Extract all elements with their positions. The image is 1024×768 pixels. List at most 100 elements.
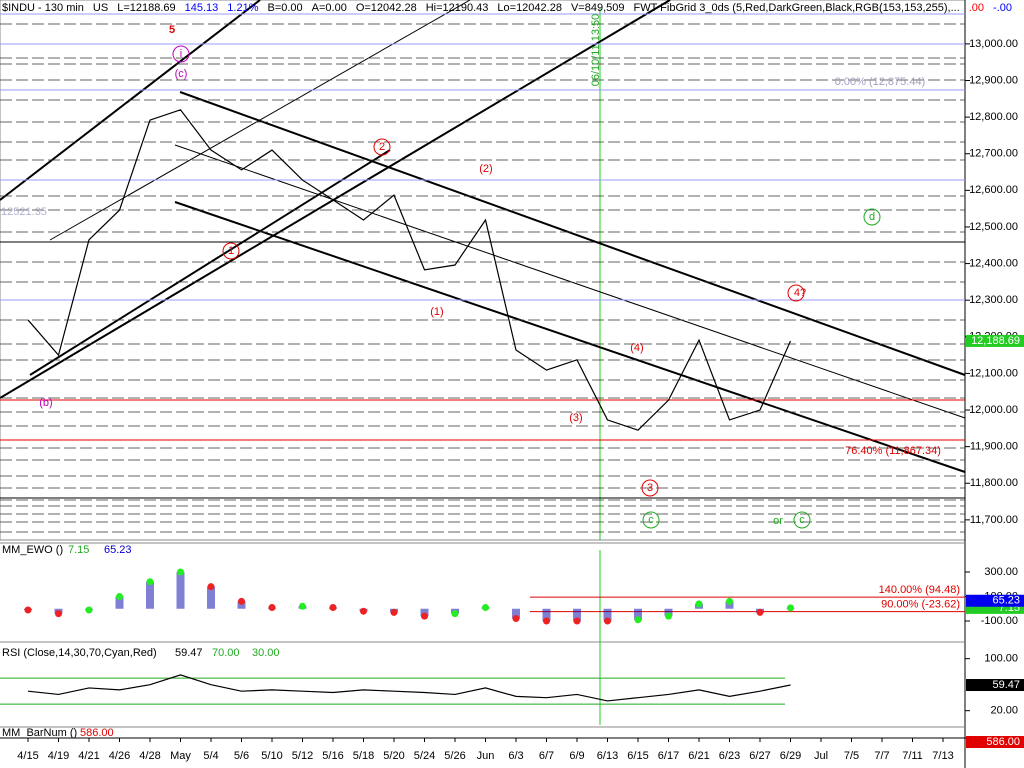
annotation: 2	[379, 141, 385, 153]
x-tick-label: 5/24	[414, 750, 435, 762]
y-tick-label: -100.00	[981, 615, 1018, 627]
x-tick-label: 5/18	[353, 750, 374, 762]
x-tick-label: 5/26	[444, 750, 465, 762]
x-tick-label: 6/27	[749, 750, 770, 762]
level-label: 90.00% (-23.62)	[881, 599, 960, 611]
annotation: 1	[228, 245, 234, 257]
value-box	[966, 594, 1024, 607]
ewo-dot	[482, 604, 489, 612]
value-box-label: 586.00	[986, 736, 1020, 748]
annotation: (1)	[430, 306, 443, 318]
x-tick-label: 6/7	[539, 750, 554, 762]
ewo-dot	[512, 615, 520, 623]
annotation-circle	[863, 208, 881, 226]
y-tick-label: 11,700.00	[970, 514, 1018, 526]
x-tick-label: Jul	[814, 750, 828, 762]
annotation-circle	[642, 511, 660, 529]
header-item: US	[92, 2, 109, 14]
annotation: 3	[647, 482, 653, 494]
x-tick-label: 5/6	[234, 750, 249, 762]
y-tick-label: 13,000.00	[969, 38, 1018, 50]
header-item: $INDU - 130 min	[2, 2, 84, 14]
ewo-dot	[756, 608, 764, 616]
annotation-circle	[222, 242, 240, 260]
annotation-circle	[172, 45, 190, 63]
annotation: (b)	[39, 397, 52, 409]
ewo-dot	[543, 617, 550, 625]
panel-title: MM_EWO ()	[2, 544, 63, 556]
x-tick-label: 6/21	[688, 750, 709, 762]
annotation-circle	[373, 138, 391, 156]
y-tick-label: 100.00	[984, 653, 1018, 665]
ewo-dot	[787, 604, 794, 612]
annotation: (c)	[175, 68, 188, 80]
x-tick-label: 4/28	[139, 750, 160, 762]
header-item: -.00	[993, 2, 1013, 14]
annotation: (2)	[479, 163, 492, 175]
annotation: 12521.35	[1, 206, 47, 218]
y-tick-label: 12,400.00	[969, 257, 1018, 269]
x-tick-label: 7/11	[902, 750, 923, 762]
annotation: (4)	[630, 342, 643, 354]
ewo-dot	[55, 610, 62, 618]
ewo-dot	[268, 604, 276, 612]
x-tick-label: 4/19	[48, 750, 69, 762]
y-tick-label: 12,100.00	[969, 367, 1018, 379]
annotation: c	[799, 514, 805, 526]
level-label: 140.00% (94.48)	[879, 584, 960, 596]
panel-title: RSI (Close,14,30,70,Cyan,Red)	[2, 647, 157, 659]
header-item: A=0.00	[311, 2, 347, 14]
x-tick-label: 4/15	[17, 750, 38, 762]
x-tick-label: 7/5	[844, 750, 859, 762]
value-box	[966, 334, 1024, 347]
ewo-dot	[695, 600, 703, 608]
annotation: d	[869, 211, 875, 223]
x-tick-label: 6/23	[719, 750, 740, 762]
x-tick-label: 6/15	[627, 750, 648, 762]
ewo-dot	[116, 592, 123, 600]
x-tick-label: 5/4	[203, 750, 218, 762]
y-tick-label: 11,800.00	[970, 477, 1018, 489]
header: $INDU - 130 min US L=12188.69 145.13 1.21% B=…	[2, 2, 1012, 14]
legend-value: 30.00	[252, 647, 280, 659]
ewo-dot	[573, 617, 581, 625]
legend-value: 59.47	[175, 647, 203, 659]
ewo-dot	[299, 602, 306, 610]
x-tick-label: 5/16	[322, 750, 343, 762]
x-tick-label: 6/13	[597, 750, 618, 762]
header-item: O=12042.28	[355, 2, 417, 14]
annotation: 06/10/11 13:50	[590, 14, 602, 87]
x-tick-label: 6/29	[780, 750, 801, 762]
annotation: (3)	[569, 412, 582, 424]
value-box	[966, 679, 1024, 692]
y-tick-label: 12,900.00	[969, 74, 1018, 86]
annotation-circle	[787, 284, 805, 302]
x-tick-label: 6/9	[569, 750, 584, 762]
annotation: or	[773, 515, 783, 527]
price-panel	[0, 0, 966, 541]
y-tick-label: 12,700.00	[969, 148, 1018, 160]
header-item: Lo=12042.28	[497, 2, 562, 14]
value-box	[966, 736, 1024, 748]
x-tick-label: 7/13	[932, 750, 953, 762]
y-tick-label: 12,600.00	[969, 184, 1018, 196]
x-tick-label: 5/10	[261, 750, 282, 762]
series-line	[27, 109, 792, 431]
x-tick-label: 4/26	[109, 750, 130, 762]
legend-value: 586.00	[80, 727, 114, 739]
x-tick-label: 6/17	[658, 750, 679, 762]
ewo-dot	[726, 597, 733, 605]
channel	[0, 0, 966, 473]
annotation: 76.40% (11,867.34)	[845, 445, 941, 457]
y-tick-label: 12,800.00	[969, 111, 1018, 123]
ewo-dot	[665, 612, 672, 620]
annotation-circle	[793, 511, 811, 529]
ewo-dot	[177, 568, 184, 576]
y-tick-label: 300.00	[984, 566, 1018, 578]
x-tick-label: 4/21	[78, 750, 99, 762]
ewo-dot	[360, 607, 367, 615]
ewo-dot	[329, 604, 337, 612]
annotation-circle	[641, 479, 659, 497]
ewo-dot	[85, 606, 93, 614]
fib-grid	[0, 23, 965, 533]
